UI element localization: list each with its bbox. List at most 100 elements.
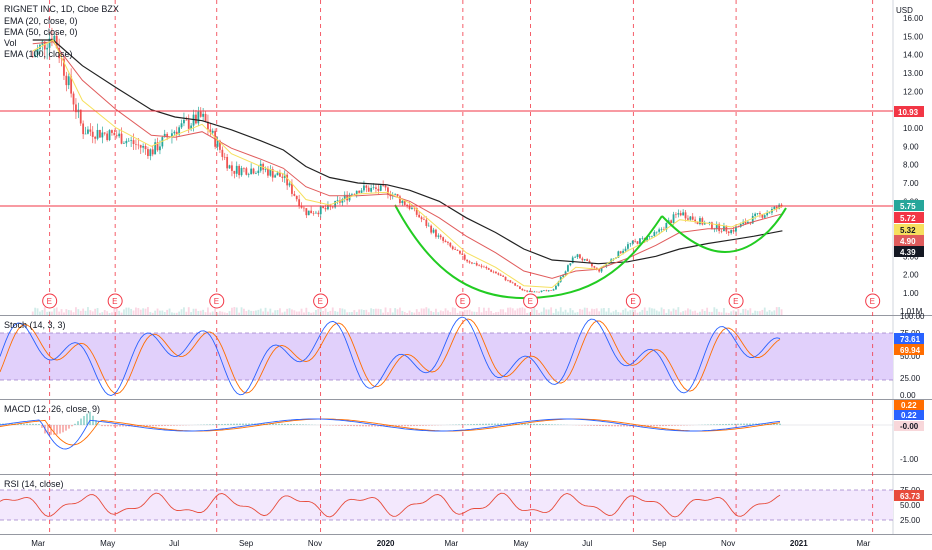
volume-bar xyxy=(507,307,509,315)
volume-bar xyxy=(341,308,344,315)
candle-body xyxy=(370,187,373,192)
volume-bar xyxy=(173,312,176,315)
volume-bar xyxy=(31,311,34,315)
volume-bar xyxy=(355,311,358,315)
volume-bar xyxy=(63,312,65,315)
earnings-marker-circle[interactable] xyxy=(625,293,641,309)
candle-body xyxy=(108,130,111,141)
volume-bar xyxy=(211,311,214,315)
volume-bar xyxy=(600,308,603,315)
time-tick: May xyxy=(513,539,528,548)
candle-body xyxy=(353,194,356,195)
candle-body xyxy=(569,263,572,266)
earnings-marker-circle[interactable] xyxy=(209,293,225,309)
macd-hist-bar xyxy=(284,423,286,425)
volume-bar xyxy=(303,312,305,315)
indicator-ema20-label[interactable]: EMA (20, close, 0) xyxy=(4,16,78,26)
macd-hist-bar xyxy=(347,425,349,426)
earnings-marker-circle[interactable] xyxy=(42,293,58,309)
volume-bar xyxy=(504,312,507,315)
earnings-marker-circle[interactable] xyxy=(107,293,123,309)
volume-bar xyxy=(641,309,644,315)
volume-bar xyxy=(780,309,783,315)
candle-body xyxy=(646,236,649,241)
volume-bar xyxy=(288,308,291,315)
volume-bar xyxy=(72,312,75,315)
volume-bar xyxy=(161,310,164,315)
macd-hist-bar xyxy=(116,425,118,427)
volume-bar xyxy=(603,308,605,315)
macd-hist-bar xyxy=(332,425,334,426)
volume-bar xyxy=(403,311,406,315)
indicator-volume-label[interactable]: Vol xyxy=(4,38,17,48)
macd-hist-bar xyxy=(620,425,622,427)
macd-label[interactable]: MACD (12, 26, close, 9) xyxy=(4,404,100,414)
macd-hist-bar xyxy=(626,425,628,427)
candle-body xyxy=(91,131,94,137)
volume-bar xyxy=(459,311,461,315)
volume-bar xyxy=(279,308,281,315)
svg-text:63.73: 63.73 xyxy=(900,492,921,501)
candle-body xyxy=(768,212,771,214)
volume-bar xyxy=(396,309,399,315)
volume-bar xyxy=(315,310,317,315)
candle-body xyxy=(521,288,524,291)
ema20-line xyxy=(32,39,783,289)
volume-bar xyxy=(711,311,713,315)
candle-body xyxy=(283,174,286,178)
candle-body xyxy=(72,93,75,105)
badge-macd-signal: 0.22 xyxy=(894,400,924,410)
earnings-marker-circle[interactable] xyxy=(313,293,329,309)
candle-body xyxy=(319,206,322,215)
candle-body xyxy=(243,168,245,169)
volume-bar xyxy=(550,307,553,315)
candle-body xyxy=(163,133,166,138)
candle-body xyxy=(574,257,577,258)
macd-hist-bar xyxy=(104,425,106,427)
candle-body xyxy=(696,221,699,225)
volume-bar xyxy=(166,309,169,315)
volume-bar xyxy=(48,311,51,315)
volume-bar xyxy=(516,308,519,315)
rsi-label[interactable]: RSI (14, close) xyxy=(4,479,64,489)
volume-bar xyxy=(115,307,118,315)
candle-body xyxy=(367,187,370,192)
candle-body xyxy=(178,127,181,135)
badge-resistance-high: 10.93 xyxy=(894,106,924,117)
candle-body xyxy=(154,142,157,155)
candle-body xyxy=(660,229,663,231)
stoch-label[interactable]: Stoch (14, 3, 3) xyxy=(4,320,66,330)
macd-hist-bar xyxy=(599,425,601,427)
indicator-ema100-label[interactable]: EMA (100, close) xyxy=(4,49,73,59)
macd-hist-bar xyxy=(302,424,304,425)
candle-body xyxy=(612,258,615,260)
time-axis[interactable]: Mar May Jul Sep Nov 2020 Mar May Jul Sep Nov 2021 Ma… xyxy=(31,539,870,548)
macd-hist-bar xyxy=(479,423,481,425)
macd-hist-bar xyxy=(602,425,604,427)
volume-bar xyxy=(427,308,430,315)
volume-bar xyxy=(99,312,101,315)
macd-hist-bar xyxy=(428,425,430,426)
earnings-marker-circle[interactable] xyxy=(455,293,471,309)
volume-bar xyxy=(420,308,423,315)
macd-hist-bar xyxy=(89,411,91,425)
indicator-ema50-label[interactable]: EMA (50, close, 0) xyxy=(4,27,78,37)
macd-hist-bar xyxy=(167,425,169,426)
volume-bar xyxy=(663,309,665,315)
earnings-marker-circle[interactable] xyxy=(728,293,744,309)
macd-hist-bar xyxy=(95,420,97,425)
earnings-marker-label: E xyxy=(630,297,635,306)
volume-bar xyxy=(425,307,428,315)
macd-hist-bar xyxy=(425,425,427,426)
macd-hist-bar xyxy=(764,423,766,425)
candle-body xyxy=(567,265,569,272)
handle-pattern-drawing[interactable] xyxy=(661,207,787,254)
earnings-marker-circle[interactable] xyxy=(865,293,881,309)
earnings-marker-circle[interactable] xyxy=(523,293,539,309)
candle-body xyxy=(139,145,142,148)
volume-bar xyxy=(214,307,217,315)
volume-bar xyxy=(418,311,421,315)
volume-bar xyxy=(267,311,269,315)
